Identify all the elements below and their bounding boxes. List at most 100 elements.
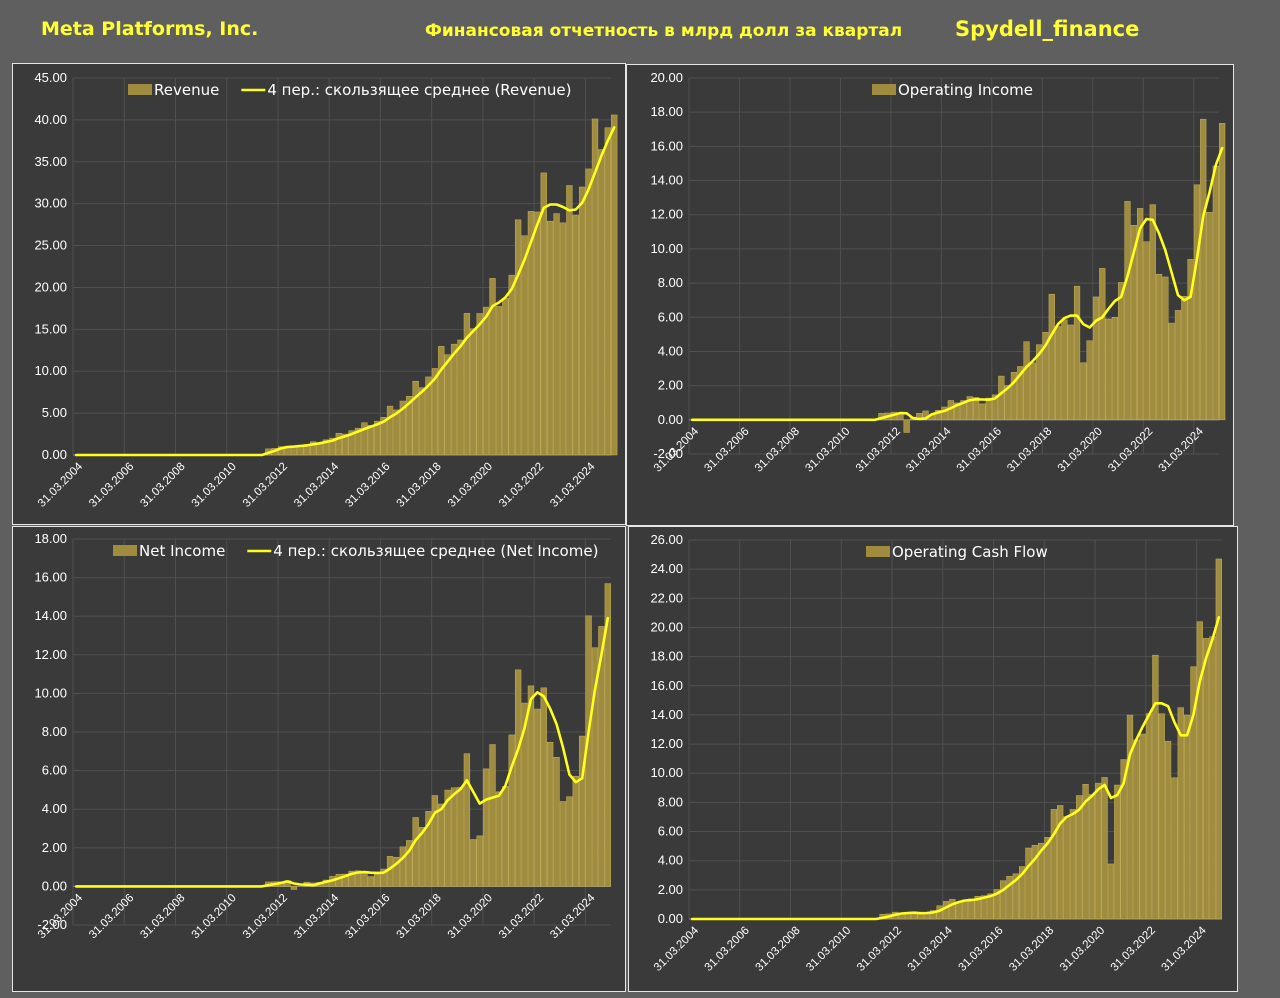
bar [534, 708, 541, 887]
bar [1025, 847, 1032, 920]
bar [489, 744, 496, 887]
bar [591, 118, 599, 456]
bar [380, 868, 387, 887]
y-tick-label: 18.00 [650, 649, 683, 664]
bar [444, 354, 451, 456]
y-tick-label: 0.00 [658, 911, 683, 926]
y-tick-label: 8.00 [42, 724, 67, 739]
bar [450, 343, 458, 456]
bar [1164, 740, 1172, 920]
x-tick-label: 31.03.2016 [343, 461, 392, 510]
bar [917, 913, 924, 920]
bar [1181, 296, 1188, 421]
x-tick-label: 31.03.2016 [957, 925, 1006, 974]
y-tick-label: -2.00 [37, 917, 67, 932]
x-tick-label: 31.03.2008 [138, 892, 187, 941]
bar [1019, 866, 1026, 920]
bar [457, 339, 464, 456]
bar [444, 789, 451, 887]
bar [1012, 873, 1019, 920]
bar [1038, 842, 1045, 920]
y-tick-label: 30.00 [34, 196, 67, 211]
x-tick-label: 31.03.2008 [753, 425, 802, 474]
bar [1067, 324, 1074, 421]
y-tick-label: 26.00 [650, 532, 683, 547]
bar [903, 419, 910, 433]
bar [579, 186, 586, 456]
bar [1069, 809, 1077, 920]
x-tick-label: 31.03.2012 [854, 425, 903, 474]
y-tick-label: 45.00 [34, 70, 67, 85]
bar [1190, 666, 1197, 920]
bar [374, 420, 381, 456]
bar [1107, 863, 1115, 920]
bar [547, 741, 554, 887]
y-tick-label: 12.00 [34, 647, 67, 662]
x-tick-label: 31.03.2022 [497, 892, 546, 941]
x-tick-label: 31.03.2014 [904, 425, 954, 475]
legend-bar-label: Operating Income [898, 81, 1033, 99]
bar [470, 328, 477, 456]
bar [980, 895, 988, 920]
legend-bar-label: Revenue [154, 81, 219, 99]
bar [1212, 165, 1219, 421]
y-tick-label: 0.00 [42, 447, 67, 462]
bar [954, 402, 961, 421]
y-tick-label: 6.00 [658, 309, 683, 324]
bar [968, 898, 975, 920]
y-tick-label: 8.00 [658, 794, 683, 809]
bar [1124, 201, 1131, 421]
moving-average-line [74, 616, 610, 888]
bar [476, 835, 483, 887]
bar [1143, 241, 1150, 421]
bar [534, 211, 541, 456]
bar [579, 735, 586, 887]
bar [438, 346, 445, 456]
y-tick-label: 14.00 [650, 707, 683, 722]
revenue-svg: 0.00 5.00 10.00 15.00 20.00 25.00 30.00 35.00 40… [34, 70, 618, 510]
y-tick-label: 2.00 [42, 840, 67, 855]
bar [399, 400, 406, 456]
x-tick-label: 31.03.2024 [1160, 924, 1210, 974]
y-tick-label: 16.00 [34, 570, 67, 585]
legend: Operating Income [872, 81, 1033, 99]
bar [354, 427, 362, 456]
x-tick-label: 31.03.2016 [343, 892, 392, 941]
bar [1055, 326, 1062, 421]
bar [1137, 208, 1144, 421]
bar [1111, 317, 1118, 421]
bar [1080, 362, 1087, 421]
bar [489, 278, 496, 456]
bar [348, 870, 355, 887]
legend-bar-swatch [872, 84, 896, 95]
x-tick-label: 31.03.2020 [1056, 425, 1105, 474]
bar [1082, 784, 1089, 920]
bar [348, 430, 355, 456]
x-tick-label: 31.03.2024 [548, 892, 598, 942]
y-tick-label: 40.00 [34, 112, 67, 127]
legend-line-label: 4 пер.: скользящее среднее (Net Income) [273, 542, 598, 560]
y-tick-label: 2.00 [658, 378, 683, 393]
bar [361, 422, 368, 456]
bar [1196, 621, 1203, 920]
bar [540, 172, 547, 456]
bar [482, 768, 490, 887]
bar [966, 396, 973, 421]
x-tick-label: 31.03.2010 [190, 461, 239, 510]
bar [960, 400, 967, 421]
bar [457, 786, 464, 887]
operating-income-chart: -2.00 0.00 2.00 4.00 6.00 8.00 10.00 12.00 14.00… [626, 64, 1234, 526]
bar [572, 214, 579, 456]
bar [1029, 362, 1036, 421]
legend-bar-label: Net Income [139, 542, 225, 560]
brand-label: Spydell_finance [955, 17, 1140, 41]
bar [1152, 654, 1159, 920]
y-tick-label: 20.00 [34, 279, 67, 294]
y-tick-label: 10.00 [34, 363, 67, 378]
x-tick-label: 31.03.2014 [906, 924, 956, 974]
bar [508, 274, 515, 456]
bar [1174, 310, 1182, 421]
y-tick-label: 22.00 [650, 590, 683, 605]
bar [1023, 341, 1030, 421]
bar [1171, 777, 1178, 920]
